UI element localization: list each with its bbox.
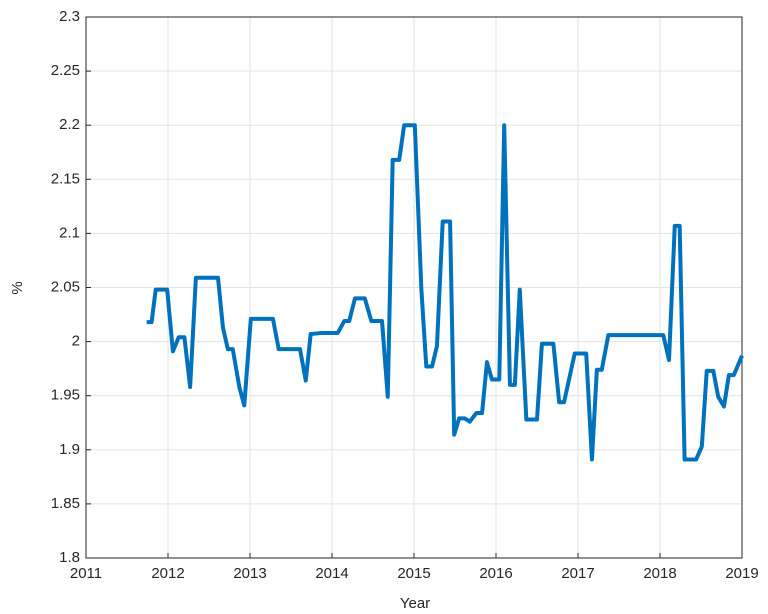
plot-frame xyxy=(85,16,743,559)
x-tick-label: 2011 xyxy=(70,565,102,582)
x-tick-label: 2016 xyxy=(479,565,512,582)
y-tick-label: 2.05 xyxy=(51,278,80,295)
y-tick-label: 1.85 xyxy=(51,495,80,512)
y-tick-label: 2 xyxy=(72,333,80,350)
y-tick-label: 1.8 xyxy=(59,549,80,566)
x-tick-label: 2013 xyxy=(233,565,266,582)
y-tick-label: 2.1 xyxy=(59,224,80,241)
y-tick-label: 2.25 xyxy=(51,62,80,79)
y-tick-label: 2.2 xyxy=(59,116,80,133)
y-tick-label: 2.3 xyxy=(59,8,80,25)
x-axis-label: Year xyxy=(400,595,430,612)
x-tick-label: 2017 xyxy=(561,565,594,582)
y-tick-label: 1.95 xyxy=(51,387,80,404)
x-tick-label: 2012 xyxy=(151,565,184,582)
x-tick-label: 2018 xyxy=(643,565,676,582)
x-tick-label: 2015 xyxy=(397,565,430,582)
data-line xyxy=(146,123,744,462)
y-axis-label: % xyxy=(9,281,26,294)
x-tick-label: 2019 xyxy=(725,565,758,582)
y-tick-label: 2.15 xyxy=(51,170,80,187)
y-tick-label: 1.9 xyxy=(59,441,80,458)
x-tick-label: 2014 xyxy=(315,565,348,582)
